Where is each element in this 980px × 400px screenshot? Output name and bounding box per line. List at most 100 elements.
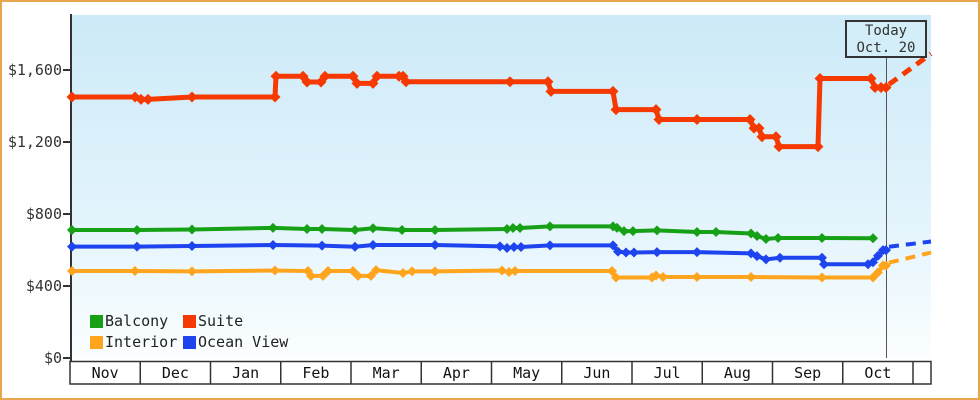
data-point-marker — [711, 227, 721, 237]
data-point-marker — [306, 270, 316, 281]
data-point-marker — [881, 260, 891, 271]
data-point-marker — [132, 241, 142, 252]
month-label: Sep — [794, 364, 821, 382]
data-point-marker — [691, 114, 703, 125]
data-point-marker — [752, 251, 762, 262]
legend-item-oceanview: Ocean View — [183, 333, 288, 351]
data-point-marker — [542, 76, 554, 88]
data-point-marker — [508, 223, 518, 234]
legend-item-balcony: Balcony — [90, 312, 183, 330]
data-point-marker — [612, 222, 622, 233]
month-label: Apr — [443, 364, 470, 382]
data-point-marker — [881, 245, 891, 256]
data-point-marker — [761, 234, 771, 245]
data-point-marker — [607, 85, 619, 97]
data-point-marker — [865, 72, 877, 84]
data-point-marker — [817, 232, 827, 243]
data-point-marker — [187, 241, 197, 252]
data-point-marker — [67, 266, 77, 277]
data-point-marker — [187, 224, 197, 235]
legend-label-suite: Suite — [198, 312, 244, 330]
data-point-marker — [817, 272, 827, 283]
data-point-marker — [773, 232, 783, 243]
data-point-marker — [398, 268, 408, 279]
data-point-marker — [368, 239, 378, 250]
month-label: Oct — [864, 364, 891, 382]
data-point-marker — [67, 241, 77, 252]
data-point-marker — [67, 225, 77, 236]
data-point-marker — [744, 114, 756, 125]
data-point-marker — [692, 227, 702, 237]
data-point-marker — [629, 247, 639, 258]
data-point-marker — [504, 266, 514, 277]
month-label: May — [513, 364, 540, 382]
data-point-marker — [319, 70, 331, 82]
data-point-marker — [66, 91, 78, 103]
data-point-marker — [692, 272, 702, 282]
data-point-marker — [135, 93, 147, 105]
legend-label-balcony: Balcony — [105, 312, 169, 330]
data-point-marker — [868, 257, 878, 268]
data-point-marker — [430, 239, 440, 250]
plot-area — [72, 15, 931, 358]
legend-item-suite: Suite — [183, 312, 288, 330]
month-axis-row — [69, 360, 932, 385]
data-point-marker — [132, 225, 142, 236]
data-point-marker — [350, 225, 360, 236]
data-point-marker — [371, 265, 381, 276]
interior-swatch-icon — [90, 335, 103, 349]
data-point-marker — [317, 223, 327, 234]
data-point-marker — [502, 223, 512, 234]
data-point-marker — [773, 141, 785, 153]
data-point-marker — [347, 70, 359, 82]
suite-swatch-icon — [183, 314, 196, 328]
month-label: Aug — [724, 364, 751, 382]
data-point-marker — [515, 223, 525, 234]
y-tick-label: $1,200 — [8, 133, 62, 151]
data-point-marker — [873, 267, 883, 278]
data-point-marker — [502, 243, 512, 254]
data-point-marker — [752, 230, 762, 241]
month-label: Feb — [302, 364, 329, 382]
data-point-marker — [812, 141, 824, 153]
data-point-marker — [621, 247, 631, 258]
data-point-marker — [613, 246, 623, 257]
data-point-marker — [302, 223, 312, 234]
today-marker-box: Today Oct. 20 — [845, 20, 927, 58]
data-point-marker — [353, 270, 363, 281]
data-point-marker — [269, 91, 281, 103]
data-point-marker — [407, 266, 417, 277]
data-point-marker — [658, 272, 668, 282]
data-point-marker — [652, 247, 662, 258]
month-label: Jun — [583, 364, 610, 382]
y-tick-label: $400 — [26, 277, 62, 295]
data-point-marker — [270, 265, 280, 276]
data-point-marker — [130, 266, 140, 277]
data-point-marker — [504, 76, 516, 88]
data-point-marker — [430, 225, 440, 236]
legend-item-interior: Interior — [90, 333, 183, 351]
data-point-marker — [753, 122, 765, 134]
data-point-marker — [628, 226, 638, 237]
data-point-marker — [868, 272, 878, 283]
balcony-swatch-icon — [90, 314, 103, 328]
today-date: Oct. 20 — [856, 40, 916, 56]
data-point-marker — [650, 104, 662, 116]
data-point-marker — [366, 270, 376, 281]
data-point-marker — [301, 76, 313, 88]
data-point-marker — [270, 70, 282, 82]
data-point-marker — [397, 225, 407, 236]
month-label: Dec — [162, 364, 189, 382]
month-label: Jan — [232, 364, 259, 382]
data-point-marker — [510, 266, 520, 277]
data-point-marker — [142, 93, 154, 105]
data-point-marker — [545, 240, 555, 251]
data-point-marker — [652, 225, 662, 236]
data-point-marker — [770, 131, 782, 143]
data-point-marker — [746, 248, 756, 259]
data-point-marker — [186, 91, 198, 103]
today-label: Today — [864, 23, 908, 39]
ocean-view-swatch-icon — [183, 335, 196, 349]
